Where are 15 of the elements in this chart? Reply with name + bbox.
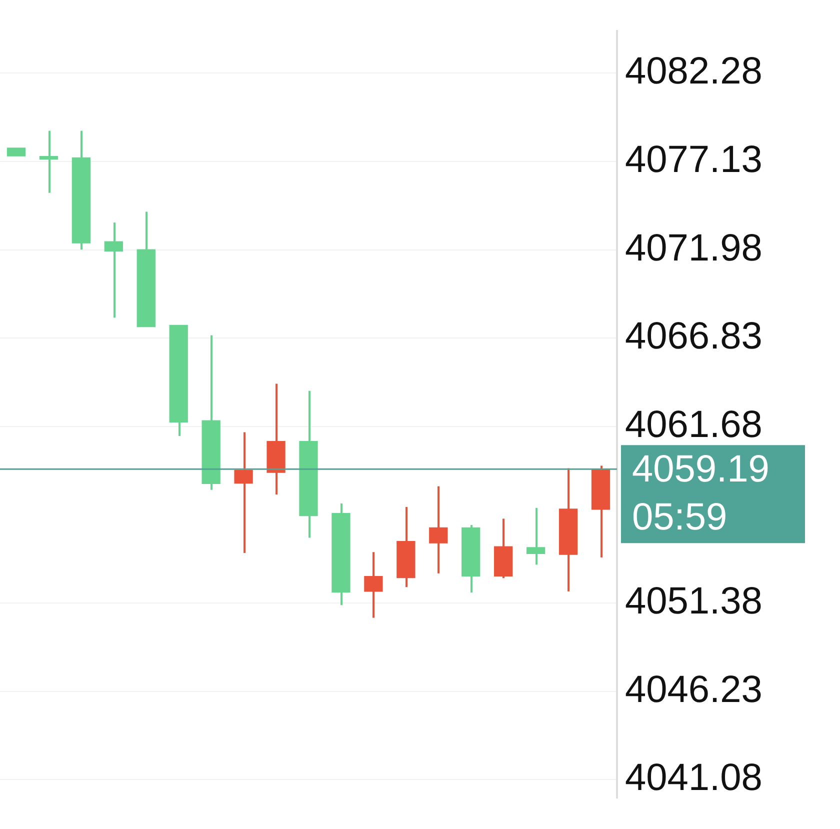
y-tick-label: 4066.83 xyxy=(625,316,762,358)
candlestick xyxy=(429,485,448,574)
y-tick-label: 4082.28 xyxy=(625,50,762,93)
candlestick xyxy=(104,222,123,319)
candlestick xyxy=(364,551,383,619)
y-tick-label: 4046.23 xyxy=(625,668,762,711)
y-tick-label: 4041.08 xyxy=(625,757,762,800)
y-tick-label: 4077.13 xyxy=(625,138,762,181)
candlestick xyxy=(39,130,58,194)
ref-line-label: 4059.19 05:59 xyxy=(632,448,770,539)
y-tick-label: 4071.98 xyxy=(625,227,762,270)
candlestick xyxy=(526,506,546,566)
y-tick-label: 4051.38 xyxy=(625,580,762,623)
candlestick xyxy=(234,431,253,554)
y-tick-label: 4061.68 xyxy=(625,404,762,446)
